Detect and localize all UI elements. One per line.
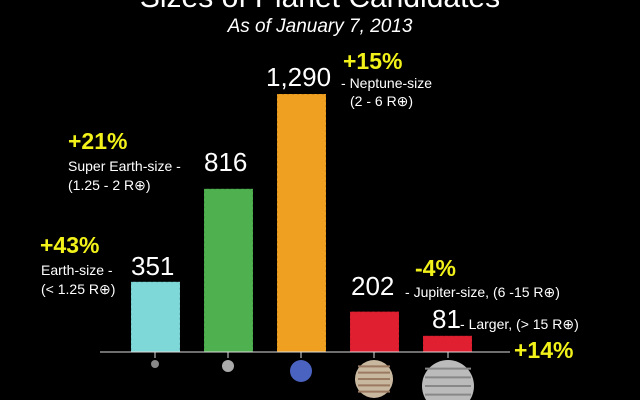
planet-icon-0 <box>151 360 159 368</box>
planet-icon-4 <box>422 360 474 400</box>
change-label-2: +15% <box>343 48 403 74</box>
bar-0 <box>131 281 180 352</box>
category-label-0: Earth-size - <box>41 262 113 278</box>
bar-3 <box>350 311 399 352</box>
change-label-0: +43% <box>40 232 100 258</box>
range-label-2: (2 - 6 R⊕) <box>350 93 414 109</box>
value-label-3: 202 <box>351 271 395 301</box>
range-label-1: (1.25 - 2 R⊕) <box>68 177 151 193</box>
value-label-1: 816 <box>204 147 248 177</box>
category-label-3: - Jupiter-size, (6 -15 R⊕) <box>405 284 560 300</box>
value-label-4: 81 <box>432 304 461 334</box>
category-label-4: - Larger, (> 15 R⊕) <box>460 316 579 332</box>
change-label-4: +14% <box>514 337 574 363</box>
planet-icon-1 <box>222 360 234 372</box>
planet-icon-2 <box>290 360 312 382</box>
bar-2 <box>277 94 326 352</box>
range-label-0: (< 1.25 R⊕) <box>41 281 116 297</box>
bar-1 <box>204 188 253 352</box>
change-label-3: -4% <box>415 255 456 281</box>
chart-title: Sizes of Planet Candidates <box>0 0 640 13</box>
category-label-1: Super Earth-size - <box>68 158 181 174</box>
value-label-0: 351 <box>131 251 175 281</box>
change-label-1: +21% <box>68 128 128 154</box>
category-label-2: - Neptune-size <box>341 75 433 91</box>
value-label-2: 1,290 <box>266 62 332 92</box>
bar-4 <box>423 335 472 352</box>
chart-subtitle: As of January 7, 2013 <box>227 16 413 37</box>
